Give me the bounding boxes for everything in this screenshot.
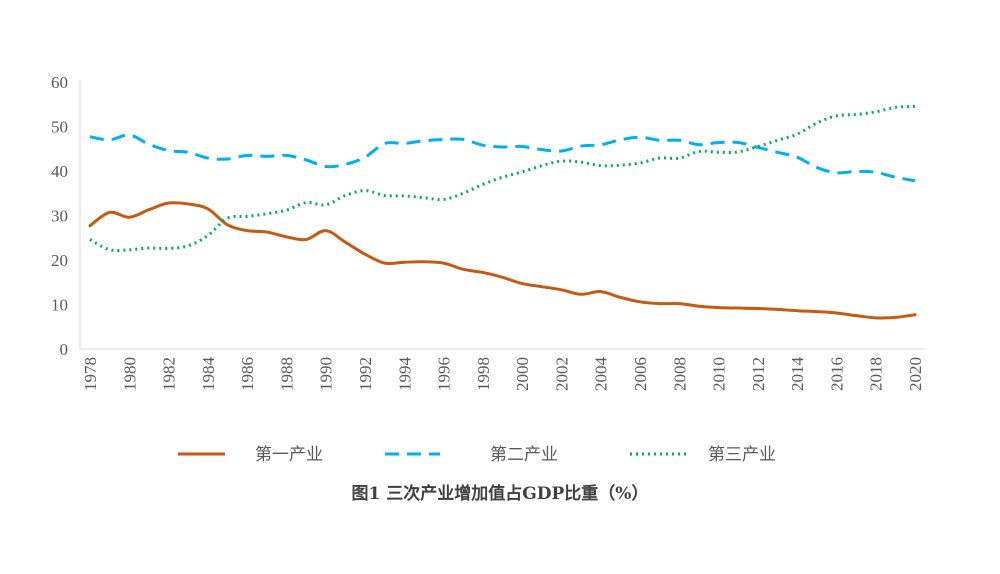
x-tick-label: 2000	[513, 357, 532, 391]
x-tick-label: 1996	[435, 357, 454, 391]
x-tick-label: 1986	[238, 357, 257, 391]
legend-label: 第一产业	[255, 445, 323, 465]
x-tick-label: 2002	[552, 357, 571, 391]
x-tick-label: 2014	[788, 357, 807, 392]
x-tick-label: 1984	[199, 357, 218, 392]
x-tick-label: 2008	[670, 357, 689, 391]
chart-title: 图1 三次产业增加值占GDP比重（%）	[352, 483, 649, 504]
legend-label: 第三产业	[708, 445, 776, 465]
y-tick-label: 40	[51, 162, 68, 181]
x-tick-label: 1988	[277, 357, 296, 391]
series-line-1	[88, 201, 917, 320]
series-lines	[88, 104, 917, 320]
x-tick-label: 2020	[906, 357, 925, 391]
x-tick-label: 2010	[710, 357, 729, 391]
y-tick-labels: 0 10 20 30 40 50 60	[51, 73, 68, 359]
axes	[79, 80, 925, 350]
series-line-3	[89, 104, 916, 253]
x-tick-label: 2016	[827, 357, 846, 391]
x-tick-label: 2006	[631, 357, 650, 391]
y-tick-label: 50	[51, 118, 68, 137]
x-tick-label: 1980	[120, 357, 139, 391]
x-tick-label: 1978	[81, 357, 100, 391]
x-tick-label: 1990	[317, 357, 336, 391]
y-tick-label: 0	[60, 340, 69, 359]
legend-label: 第二产业	[490, 445, 558, 465]
x-tick-label: 1982	[160, 357, 179, 391]
series-line-2	[89, 133, 916, 183]
x-tick-labels: 1978 1980 1982 1984 1986 1988 1990 1992 1994 1996…	[81, 357, 925, 392]
y-tick-label: 30	[51, 207, 68, 226]
y-tick-label: 20	[51, 251, 68, 270]
x-tick-label: 1998	[474, 357, 493, 391]
y-tick-label: 60	[51, 73, 68, 92]
x-tick-label: 1992	[356, 357, 375, 391]
x-tick-label: 2012	[749, 357, 768, 391]
legend: 第一产业 第二产业 第三产业	[178, 445, 776, 465]
x-tick-label: 2004	[592, 357, 611, 392]
x-tick-label: 2018	[867, 357, 886, 391]
x-tick-label: 1994	[395, 357, 414, 392]
y-tick-label: 10	[51, 296, 68, 315]
